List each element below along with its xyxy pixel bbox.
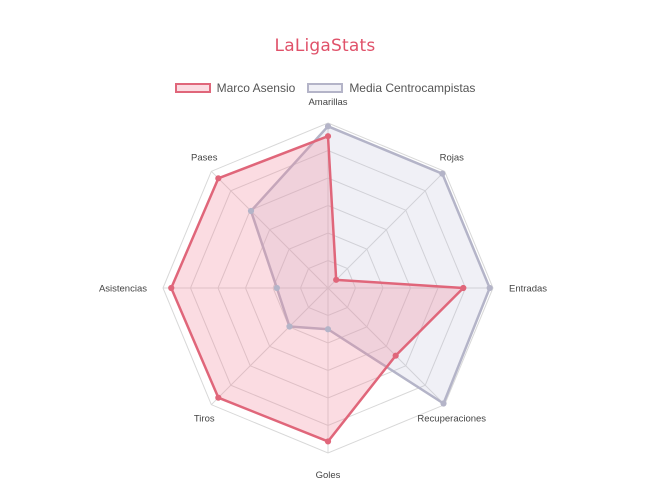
data-point-series-1-tiros[interactable] <box>215 394 222 401</box>
axis-label-amarillas: Amarillas <box>308 97 347 108</box>
axis-label-goles: Goles <box>316 470 341 481</box>
data-point-series-1-pases[interactable] <box>215 175 222 182</box>
data-point-series-1-amarillas[interactable] <box>324 133 332 140</box>
data-point-series-2-pases[interactable] <box>247 207 255 215</box>
legend-swatch-series-2 <box>307 83 344 93</box>
legend-swatch-series-1 <box>174 83 211 93</box>
data-point-series-1-rojas[interactable] <box>333 276 340 283</box>
data-point-series-2-goles[interactable] <box>324 326 332 333</box>
data-point-series-1-asistencias[interactable] <box>168 284 175 292</box>
legend-label-series-1: Marco Asensio <box>216 81 296 95</box>
data-point-series-2-recuperaciones[interactable] <box>440 400 447 407</box>
data-point-series-1-goles[interactable] <box>324 438 332 445</box>
data-point-series-2-entradas[interactable] <box>486 284 493 292</box>
axis-spoke-2 <box>327 170 446 289</box>
data-point-series-1-entradas[interactable] <box>460 284 467 292</box>
axis-spoke-4 <box>327 287 446 406</box>
axis-label-entradas: Entradas <box>509 284 547 295</box>
axis-label-rojas: Rojas <box>440 152 465 163</box>
legend: Marco Asensio Media Centrocampistas <box>0 80 650 96</box>
legend-item-series-2[interactable]: Media Centrocampistas <box>307 80 475 96</box>
data-point-series-2-asistencias[interactable] <box>273 284 280 292</box>
data-point-series-2-tiros[interactable] <box>286 323 293 330</box>
axis-label-tiros: Tiros <box>194 414 215 425</box>
axis-label-recuperaciones: Recuperaciones <box>417 414 486 425</box>
axis-label-asistencias: Asistencias <box>99 284 147 295</box>
axis-label-pases: Pases <box>191 152 218 163</box>
legend-label-series-2: Media Centrocampistas <box>349 81 476 95</box>
data-point-series-1-recuperaciones[interactable] <box>392 352 399 359</box>
data-point-series-2-rojas[interactable] <box>439 170 446 177</box>
chart-title: LaLigaStats <box>274 36 376 56</box>
axis-spoke-6 <box>210 287 329 406</box>
data-point-series-2-amarillas[interactable] <box>324 123 332 130</box>
legend-item-series-1[interactable]: Marco Asensio <box>174 80 296 96</box>
axis-spoke-8 <box>210 170 329 289</box>
